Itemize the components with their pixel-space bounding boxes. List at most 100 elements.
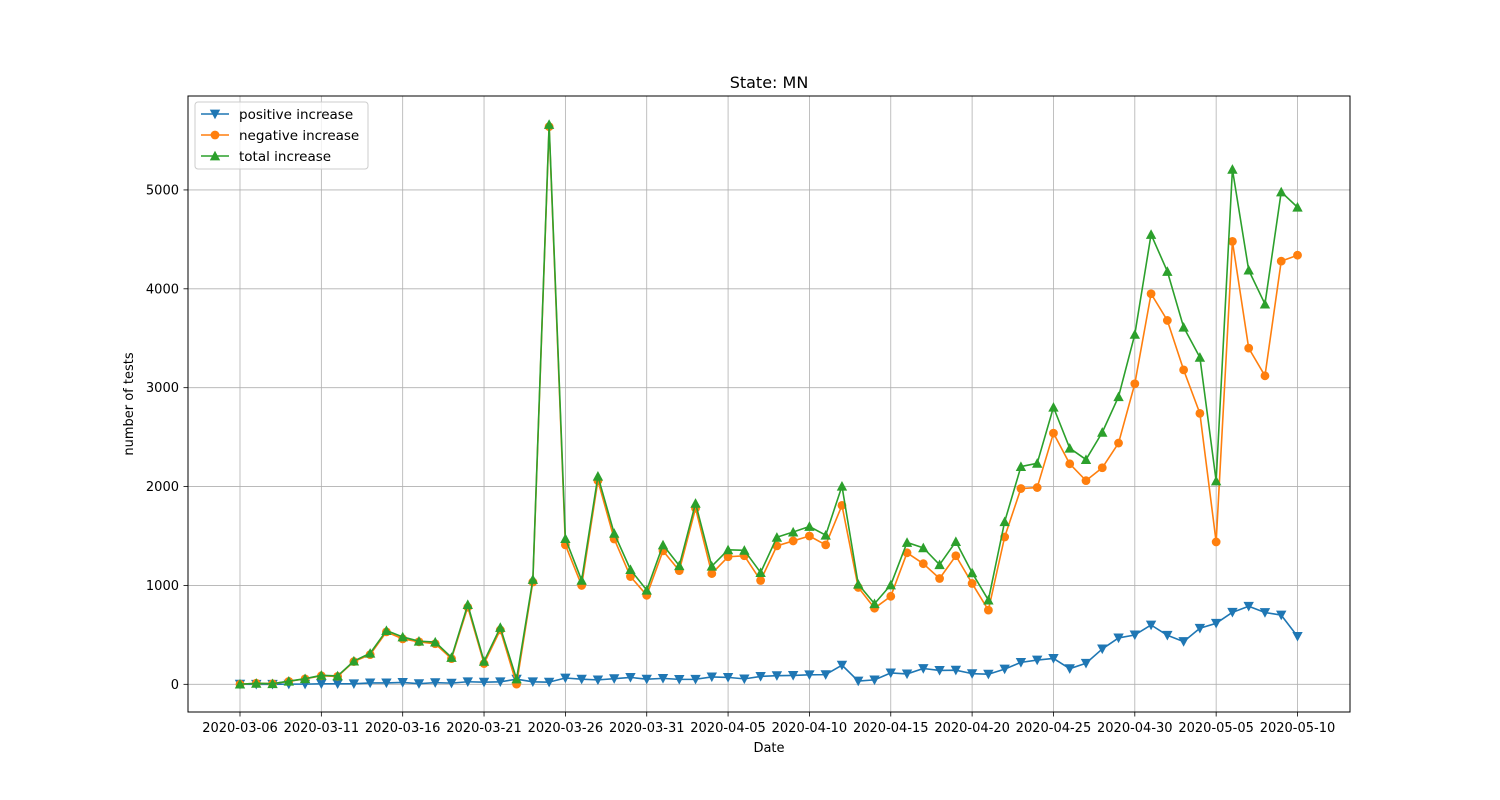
data-point-positive-increase: [381, 678, 392, 689]
data-point-negative-increase: [1114, 438, 1123, 448]
data-point-positive-increase: [527, 677, 539, 688]
data-point-total-increase: [950, 536, 962, 547]
data-point-total-increase: [918, 542, 929, 553]
data-point-positive-increase: [657, 673, 669, 684]
data-point-negative-increase: [1081, 476, 1091, 486]
data-point-positive-increase: [999, 664, 1010, 675]
data-point-positive-increase: [820, 670, 831, 680]
data-point-positive-increase: [430, 678, 441, 688]
data-point-total-increase: [755, 567, 766, 578]
data-point-positive-increase: [853, 676, 864, 687]
data-point-negative-increase: [1097, 463, 1107, 473]
data-point-total-increase: [332, 670, 343, 681]
data-point-positive-increase: [1031, 655, 1043, 666]
data-point-positive-increase: [1145, 620, 1157, 631]
data-point-negative-increase: [756, 576, 766, 585]
data-point-total-increase: [983, 594, 994, 605]
data-point-positive-increase: [1243, 601, 1254, 612]
data-point-positive-increase: [1162, 630, 1173, 641]
data-point-total-increase: [641, 584, 652, 595]
data-point-positive-increase: [966, 669, 978, 679]
data-point-positive-increase: [739, 674, 750, 685]
data-point-positive-increase: [1015, 657, 1027, 668]
data-point-negative-increase: [1016, 484, 1026, 493]
data-point-total-increase: [251, 678, 262, 688]
data-point-total-increase: [787, 526, 799, 537]
legend-label: total increase: [239, 149, 331, 165]
data-point-total-increase: [1080, 454, 1092, 464]
x-tick-label: 2020-03-21: [446, 721, 522, 736]
data-point-positive-increase: [918, 664, 929, 674]
data-point-negative-increase: [1049, 428, 1058, 438]
data-point-negative-increase: [983, 605, 993, 615]
data-point-positive-increase: [560, 673, 571, 684]
x-axis-label: Date: [753, 741, 784, 756]
data-point-total-increase: [1031, 458, 1043, 468]
data-point-negative-increase: [788, 536, 798, 546]
legend-swatch-marker: [209, 109, 221, 120]
data-point-positive-increase: [771, 671, 783, 681]
data-point-total-increase: [381, 625, 392, 635]
data-point-total-increase: [1194, 352, 1206, 362]
data-point-negative-increase: [1211, 537, 1221, 547]
data-point-negative-increase: [1276, 256, 1286, 266]
data-point-negative-increase: [805, 531, 814, 541]
data-point-negative-increase: [1228, 236, 1237, 246]
data-point-total-increase: [560, 533, 571, 543]
data-point-positive-increase: [413, 679, 425, 689]
data-point-negative-increase: [707, 569, 717, 578]
data-point-positive-increase: [869, 675, 880, 686]
plot-frame: [187, 95, 1351, 713]
data-point-total-increase: [739, 545, 750, 555]
data-point-positive-increase: [755, 671, 766, 682]
data-point-total-increase: [283, 675, 295, 686]
data-point-negative-increase: [1065, 459, 1075, 469]
data-point-positive-increase: [1210, 618, 1222, 629]
data-point-negative-increase: [723, 552, 733, 562]
y-tick-label: 1000: [146, 579, 179, 594]
data-point-total-increase: [1097, 427, 1108, 437]
x-tick-label: 2020-03-11: [284, 721, 360, 736]
data-point-positive-increase: [1129, 630, 1141, 641]
data-point-positive-increase: [1080, 658, 1092, 669]
data-point-positive-increase: [983, 669, 994, 680]
data-point-total-increase: [999, 516, 1010, 527]
data-point-negative-increase: [918, 559, 928, 569]
data-point-positive-increase: [934, 666, 945, 676]
data-point-positive-increase: [478, 677, 490, 688]
data-point-total-increase: [1048, 402, 1059, 412]
data-point-total-increase: [1015, 461, 1027, 472]
data-point-total-increase: [592, 470, 604, 481]
data-point-negative-increase: [967, 579, 977, 588]
data-point-negative-increase: [1293, 250, 1302, 260]
x-tick-label: 2020-05-10: [1260, 721, 1336, 736]
data-point-total-increase: [1259, 298, 1271, 309]
data-point-total-increase: [853, 578, 864, 589]
data-point-positive-increase: [787, 670, 799, 681]
data-point-total-increase: [495, 622, 506, 632]
data-point-total-increase: [1145, 229, 1157, 239]
legend-label: positive increase: [239, 107, 353, 123]
data-point-total-increase: [966, 567, 978, 578]
data-point-total-increase: [462, 599, 473, 610]
data-point-positive-increase: [1048, 653, 1059, 664]
data-point-total-increase: [511, 673, 522, 684]
data-point-positive-increase: [1292, 631, 1303, 642]
data-point-total-increase: [316, 670, 327, 680]
data-point-negative-increase: [821, 540, 831, 550]
x-tick-label: 2020-04-30: [1097, 721, 1173, 736]
x-tick-label: 2020-03-16: [365, 721, 441, 736]
legend-swatch-marker: [209, 150, 221, 161]
data-point-positive-increase: [348, 679, 360, 690]
y-tick-label: 3000: [146, 381, 179, 396]
data-point-negative-increase: [1162, 316, 1172, 325]
data-point-total-increase: [1276, 186, 1287, 197]
x-tick-label: 2020-04-15: [853, 721, 929, 736]
y-axis-label: number of tests: [122, 352, 137, 455]
data-point-positive-increase: [804, 670, 815, 681]
data-point-negative-increase: [951, 551, 961, 561]
data-point-total-increase: [348, 655, 360, 666]
data-point-total-increase: [576, 575, 587, 585]
legend-item-positive-increase: positive increase: [201, 107, 353, 123]
data-point-total-increase: [364, 648, 376, 658]
